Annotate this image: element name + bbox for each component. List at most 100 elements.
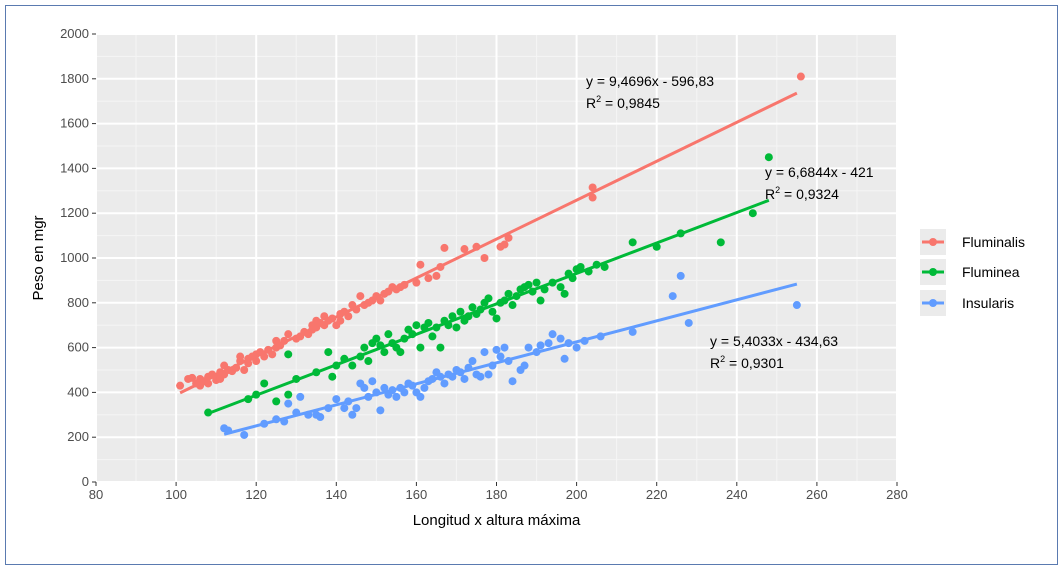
data-point-insularis (316, 413, 325, 422)
data-point-fluminea (504, 289, 513, 298)
data-point-fluminea (272, 397, 281, 406)
data-point-fluminea (764, 153, 773, 162)
data-point-fluminea (628, 238, 637, 247)
x-tick-label: 200 (566, 487, 588, 502)
data-point-fluminalis (500, 240, 509, 249)
data-point-fluminea (448, 312, 457, 321)
data-point-fluminea (748, 209, 757, 218)
x-tick-label: 100 (165, 487, 187, 502)
data-point-insularis (280, 417, 289, 426)
legend-label-fluminea: Fluminea (962, 264, 1020, 280)
data-point-insularis (420, 383, 429, 392)
data-point-insularis (296, 392, 305, 401)
data-point-fluminea (284, 350, 293, 359)
x-tick-label: 260 (806, 487, 828, 502)
data-point-insularis (332, 395, 341, 404)
data-point-insularis (564, 339, 573, 348)
equation-label-fluminalis: y = 9,4696x - 596,83 (586, 73, 714, 89)
data-point-insularis (344, 397, 353, 406)
data-point-fluminea (380, 348, 389, 357)
y-tick-label: 200 (67, 429, 89, 444)
data-point-insularis (224, 426, 233, 435)
data-point-fluminea (324, 348, 333, 357)
data-point-fluminalis (280, 336, 289, 345)
data-point-fluminea (452, 323, 461, 332)
data-point-insularis (548, 330, 557, 339)
data-point-fluminea (328, 372, 337, 381)
data-point-insularis (240, 430, 249, 439)
data-point-fluminalis (460, 245, 469, 254)
data-point-fluminea (512, 292, 521, 301)
data-point-fluminalis (252, 357, 261, 366)
data-point-fluminea (652, 242, 661, 251)
data-point-fluminea (464, 312, 473, 321)
legend-label-fluminalis: Fluminalis (962, 234, 1025, 250)
y-tick-label: 400 (67, 384, 89, 399)
data-point-insularis (676, 271, 685, 280)
data-point-fluminea (568, 274, 577, 283)
data-point-insularis (484, 370, 493, 379)
data-point-insularis (272, 415, 281, 424)
y-tick-label: 2000 (60, 26, 89, 41)
data-point-fluminea (432, 323, 441, 332)
data-point-fluminalis (236, 352, 245, 361)
data-point-fluminalis (412, 278, 421, 287)
data-point-insularis (520, 361, 529, 370)
x-tick-label: 280 (886, 487, 908, 502)
legend-dot-fluminalis (929, 238, 937, 246)
data-point-fluminalis (204, 379, 213, 388)
data-point-fluminea (484, 294, 493, 303)
data-point-insularis (468, 357, 477, 366)
data-point-insularis (556, 334, 565, 343)
x-tick-label: 240 (726, 487, 748, 502)
data-point-insularis (416, 392, 425, 401)
data-point-fluminea (372, 334, 381, 343)
data-point-fluminea (376, 341, 385, 350)
trendline-annotations: y = 9,4696x - 596,83 R2 = 0,9845 y = 6,684… (586, 73, 874, 371)
data-point-insularis (380, 383, 389, 392)
data-point-fluminalis (268, 350, 277, 359)
data-point-fluminalis (504, 233, 513, 242)
data-point-fluminalis (188, 373, 197, 382)
data-point-fluminea (600, 262, 609, 271)
data-point-fluminea (312, 368, 321, 377)
x-tick-label: 160 (406, 487, 428, 502)
equation-label-insularis: y = 5,4033x - 434,63 (710, 333, 838, 349)
data-point-insularis (364, 392, 373, 401)
data-point-fluminea (396, 348, 405, 357)
y-tick-label: 1200 (60, 205, 89, 220)
data-point-insularis (792, 301, 801, 310)
data-point-fluminea (428, 332, 437, 341)
data-point-fluminea (468, 303, 477, 312)
x-tick-label: 220 (646, 487, 668, 502)
legend-dot-fluminea (929, 268, 937, 276)
data-point-insularis (340, 404, 349, 413)
x-axis-title: Longitud x altura máxima (413, 512, 581, 529)
data-point-fluminalis (176, 381, 185, 390)
data-point-insularis (560, 354, 569, 363)
data-point-fluminea (556, 283, 565, 292)
data-point-fluminea (716, 238, 725, 247)
data-point-insularis (536, 341, 545, 350)
data-point-fluminea (284, 390, 293, 399)
legend-dot-insularis (929, 299, 937, 307)
y-tick-label: 1000 (60, 250, 89, 265)
legend-label-insularis: Insularis (962, 295, 1014, 311)
data-point-insularis (428, 374, 437, 383)
data-point-fluminea (364, 357, 373, 366)
data-point-fluminalis (284, 330, 293, 339)
data-point-insularis (408, 381, 417, 390)
data-point-insularis (436, 372, 445, 381)
data-point-fluminea (408, 330, 417, 339)
data-point-insularis (480, 348, 489, 357)
data-point-fluminalis (424, 274, 433, 283)
data-point-fluminea (476, 305, 485, 314)
data-point-insularis (456, 368, 465, 377)
data-point-fluminalis (344, 312, 353, 321)
data-point-fluminea (456, 307, 465, 316)
data-point-fluminea (252, 390, 261, 399)
data-point-insularis (580, 336, 589, 345)
data-point-insularis (532, 348, 541, 357)
data-point-fluminalis (436, 262, 445, 271)
x-tick-label: 140 (325, 487, 347, 502)
